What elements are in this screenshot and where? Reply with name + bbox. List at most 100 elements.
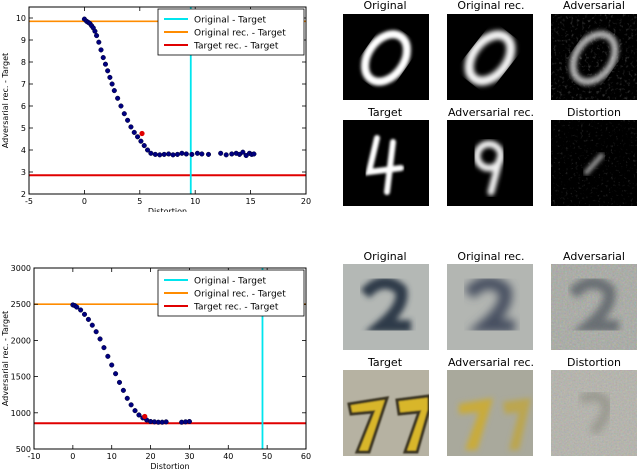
- highlight-point: [142, 413, 148, 420]
- data-point: [229, 151, 235, 157]
- data-point: [131, 129, 137, 135]
- mnist-label-adversarial: Adversarial: [563, 0, 625, 12]
- data-point: [240, 149, 246, 155]
- y-axis-label: Adversarial rec. - Target: [1, 311, 10, 406]
- data-point: [189, 151, 195, 157]
- data-point: [105, 68, 111, 74]
- data-point: [100, 55, 106, 61]
- legend-label: Original rec. - Target: [194, 29, 286, 39]
- data-point: [111, 88, 117, 94]
- x-tick-label: 20: [145, 452, 155, 461]
- legend-label: Original - Target: [194, 16, 267, 26]
- svhn-label-distortion: Distortion: [567, 356, 621, 369]
- data-point: [135, 134, 141, 140]
- mnist-distortion-image: [551, 120, 637, 206]
- data-point: [109, 81, 115, 87]
- svhn-original-image: [343, 264, 429, 350]
- x-tick-label: 15: [246, 197, 256, 206]
- mnist-adversarial-image: [551, 14, 637, 100]
- x-tick-label: 5: [137, 197, 142, 206]
- data-point: [152, 151, 158, 157]
- legend-label: Original - Target: [194, 277, 267, 287]
- data-point: [109, 362, 115, 368]
- data-point: [85, 316, 91, 322]
- data-point: [157, 152, 163, 158]
- y-tick-label: 7: [21, 80, 26, 89]
- data-point: [116, 379, 123, 385]
- svhn-target-image: [343, 370, 429, 456]
- mnist-target-image: [343, 120, 429, 206]
- svhn-label-original-rec: Original rec.: [457, 250, 525, 263]
- data-point: [179, 150, 185, 156]
- x-tick-label: 0: [82, 197, 87, 206]
- data-point: [161, 151, 167, 157]
- data-point: [125, 117, 131, 123]
- svhn-label-original: Original: [363, 250, 407, 263]
- x-tick-label: 10: [107, 452, 117, 461]
- y-axis-label: Adversarial rec. - Target: [1, 53, 10, 148]
- y-tick-label: 2: [21, 190, 26, 199]
- data-point: [92, 28, 98, 34]
- y-tick-label: 3: [21, 168, 26, 177]
- mnist-adversarial-rec-image: [447, 120, 533, 206]
- x-tick-label: 30: [184, 452, 194, 461]
- data-point: [163, 419, 169, 425]
- data-point: [132, 408, 138, 414]
- x-axis-label: Distortion: [148, 207, 187, 212]
- x-axis-label: Distortion: [150, 462, 189, 471]
- y-tick-label: 1000: [11, 409, 31, 418]
- legend-label: Target rec. - Target: [193, 42, 279, 52]
- svhn-original-rec-image: [447, 264, 533, 350]
- x-tick-label: 0: [70, 452, 75, 461]
- data-point: [98, 47, 104, 53]
- data-point: [115, 95, 121, 101]
- x-tick-label: 10: [190, 197, 200, 206]
- mnist-label-original-rec: Original rec.: [457, 0, 525, 12]
- data-point: [121, 111, 127, 117]
- y-tick-label: 3000: [11, 264, 31, 273]
- y-tick-label: 500: [16, 445, 31, 454]
- svhn-label-adversarial: Adversarial: [563, 250, 625, 263]
- data-point: [194, 150, 200, 156]
- data-point: [218, 150, 224, 156]
- legend: Original - Target Original rec. - Target T…: [157, 269, 305, 317]
- y-tick-label: 10: [16, 14, 26, 23]
- mnist-label-target: Target: [367, 106, 403, 119]
- x-tick-label: 40: [223, 452, 233, 461]
- data-point: [251, 151, 257, 157]
- data-point: [101, 345, 107, 351]
- mnist-label-adversarial-rec: Adversarial rec.: [447, 106, 535, 119]
- x-tick-label: 20: [301, 197, 311, 206]
- svhn-adversarial-rec-image: [447, 370, 533, 456]
- data-point: [128, 402, 134, 408]
- legend-label: Original rec. - Target: [194, 290, 286, 300]
- data-point: [128, 124, 134, 130]
- data-point: [107, 74, 113, 80]
- x-tick-label: 50: [262, 452, 272, 461]
- data-point: [174, 151, 181, 157]
- svhn-label-adversarial-rec: Adversarial rec.: [447, 356, 535, 369]
- svhn-adversarial-image: [551, 264, 637, 350]
- mnist-label-original: Original: [363, 0, 407, 12]
- data-point: [118, 103, 124, 109]
- data-point: [96, 39, 102, 45]
- y-tick-label: 5: [21, 124, 26, 133]
- data-point: [81, 311, 88, 317]
- svhn-distortion-chart: -10 0 10 20 30 40 50 60 500 1000 1500 2000 2500 3000 D…: [1, 264, 311, 471]
- mnist-original-rec-image: [447, 14, 533, 100]
- mnist-label-distortion: Distortion: [567, 106, 621, 119]
- data-point: [78, 307, 84, 313]
- data-point: [102, 61, 109, 67]
- data-point: [205, 151, 212, 157]
- y-tick-label: 1500: [11, 373, 31, 382]
- mnist-distortion-chart: -5 0 5 10 15 202345678910DistortionAdversaria…: [1, 6, 311, 212]
- data-point: [74, 304, 80, 310]
- x-tick-label: 60: [301, 452, 311, 461]
- legend: Original - Target Original rec. - Target T…: [157, 8, 305, 56]
- data-point: [166, 151, 172, 157]
- data-point: [124, 395, 130, 401]
- y-tick-label: 4: [21, 146, 26, 155]
- svhn-distortion-image: [551, 370, 637, 456]
- data-point: [136, 412, 142, 418]
- legend-label: Target rec. - Target: [193, 303, 279, 313]
